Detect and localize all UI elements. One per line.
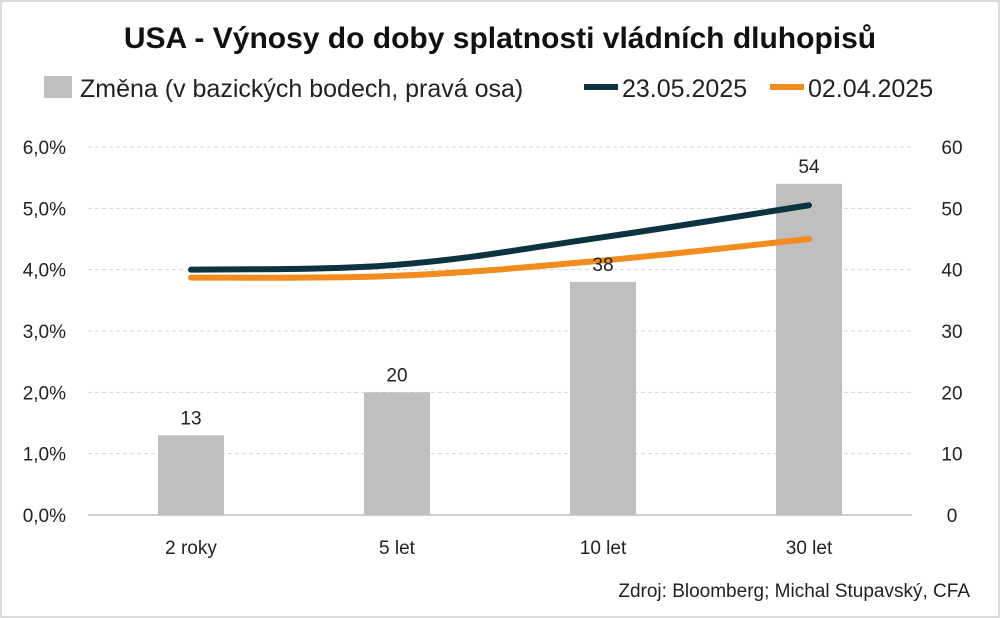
bar-data-labels: 13 20 38 54: [180, 157, 820, 429]
chart-title: USA - Výnosy do doby splatnosti vládních…: [124, 22, 876, 55]
bar: [570, 281, 636, 515]
x-tick-label: 10 let: [580, 538, 627, 559]
legend-label-line-2: 02.04.2025: [808, 75, 933, 103]
legend: Změna (v bazických bodech, pravá osa) 23…: [44, 75, 933, 103]
legend-label-bars: Změna (v bazických bodech, pravá osa): [80, 75, 523, 103]
series-line: [188, 202, 812, 273]
y-axis-right: 0 10 20 30 40 50 60: [941, 138, 962, 527]
y-left-tick-label: 5,0%: [23, 199, 66, 220]
x-tick-label: 30 let: [786, 538, 833, 559]
y-right-tick-label: 0: [947, 506, 958, 527]
series-line: [188, 236, 812, 281]
bar-data-label: 38: [592, 255, 613, 276]
line-series: [188, 202, 812, 281]
y-axis-left: 0,0% 1,0% 2,0% 3,0% 4,0% 5,0% 6,0%: [23, 138, 66, 527]
bar-series: [158, 183, 842, 516]
bar: [776, 183, 842, 516]
y-left-tick-label: 3,0%: [23, 322, 66, 343]
y-right-tick-label: 40: [941, 261, 962, 282]
y-right-tick-label: 10: [941, 445, 962, 466]
x-tick-label: 2 roky: [165, 538, 217, 559]
bar: [158, 435, 224, 515]
bar-data-label: 54: [798, 157, 820, 178]
y-left-tick-label: 6,0%: [23, 138, 66, 159]
y-left-tick-label: 0,0%: [23, 506, 66, 527]
legend-label-line-1: 23.05.2025: [622, 75, 747, 103]
y-left-tick-label: 2,0%: [23, 383, 66, 404]
y-left-tick-label: 1,0%: [23, 445, 66, 466]
y-right-tick-label: 60: [941, 138, 962, 159]
bar-data-label: 13: [180, 408, 201, 429]
x-axis: 2 roky 5 let 10 let 30 let: [165, 538, 833, 559]
bar: [364, 392, 430, 515]
bar-data-label: 20: [386, 365, 407, 386]
y-right-tick-label: 20: [941, 383, 962, 404]
legend-swatch-bars: [44, 76, 72, 98]
y-right-tick-label: 50: [941, 199, 962, 220]
x-tick-label: 5 let: [379, 538, 416, 559]
y-right-tick-label: 30: [941, 322, 962, 343]
y-left-tick-label: 4,0%: [23, 261, 66, 282]
source-note: Zdroj: Bloomberg; Michal Stupavský, CFA: [618, 581, 970, 602]
